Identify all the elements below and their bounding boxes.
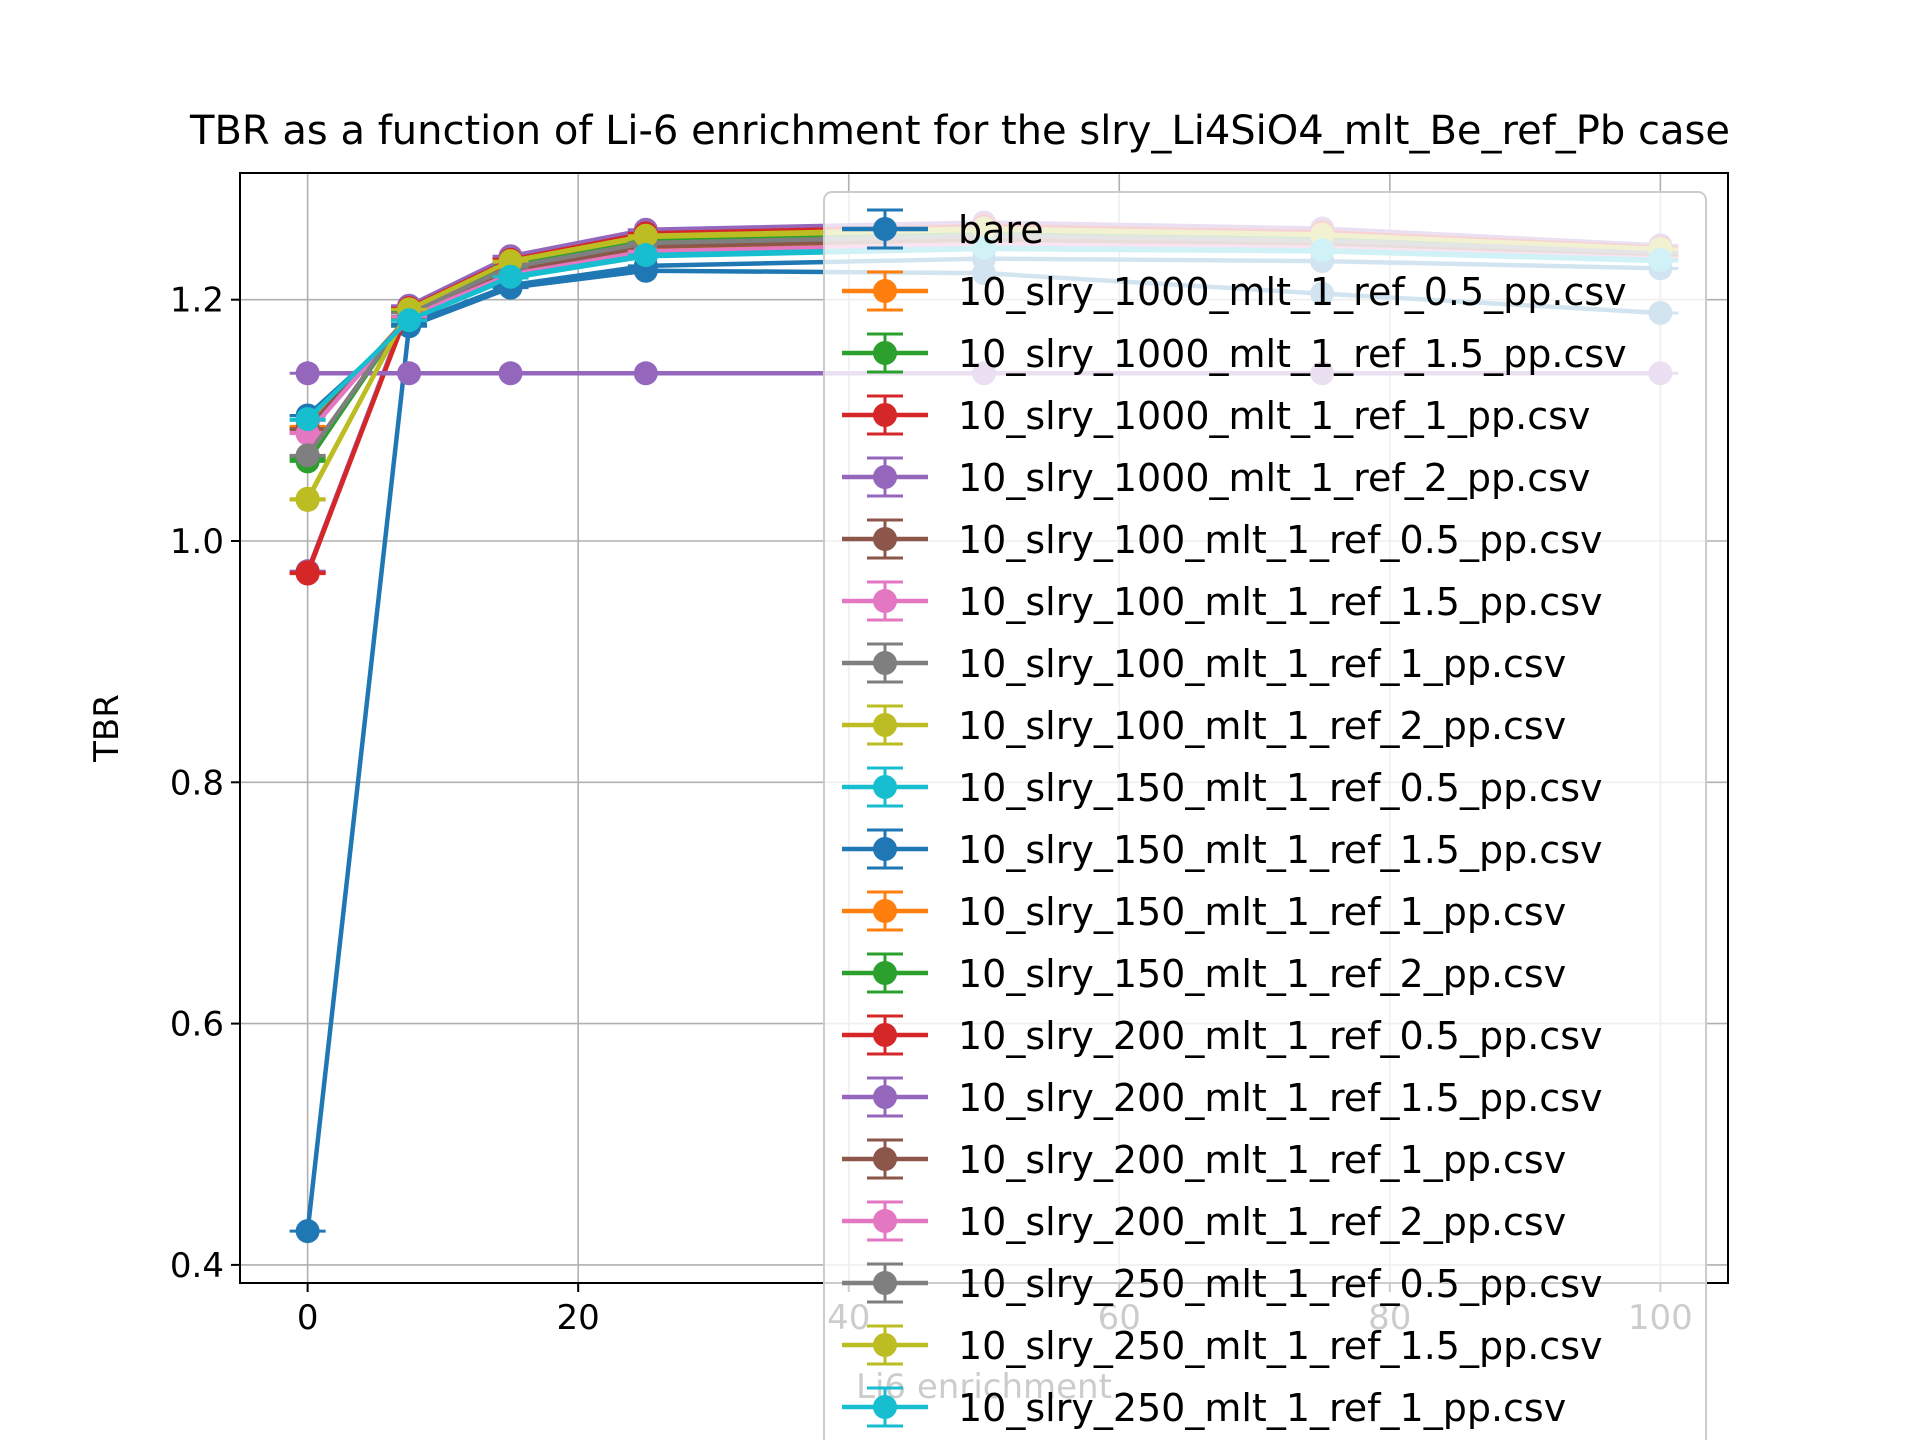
legend-label: 10_slry_1000_mlt_1_ref_1.5_pp.csv [958,332,1627,376]
legend-marker [873,589,897,613]
legend-marker [873,837,897,861]
legend: bare 10_slry_1000_mlt_1_ref_0.5_pp.csv 10_… [823,191,1707,1440]
legend-item: 10_slry_200_mlt_1_ref_0.5_pp.csv [842,1014,1602,1058]
legend-marker [873,1333,897,1357]
legend-item: 10_slry_1000_mlt_1_ref_1_pp.csv [842,394,1590,438]
legend-label: 10_slry_150_mlt_1_ref_1.5_pp.csv [958,828,1602,872]
legend-marker [873,465,897,489]
data-point [295,560,320,585]
legend-label: 10_slry_1000_mlt_1_ref_0.5_pp.csv [958,270,1627,314]
data-point [633,243,658,268]
legend-item: 10_slry_1000_mlt_1_ref_2_pp.csv [842,456,1590,500]
data-point [295,361,320,386]
legend-label: 10_slry_1000_mlt_1_ref_1_pp.csv [958,394,1590,438]
legend-label: 10_slry_250_mlt_1_ref_1.5_pp.csv [958,1324,1602,1368]
y-axis-label: TBR [87,694,127,763]
x-tick-label: 0 [297,1298,319,1338]
legend-marker [873,527,897,551]
legend-marker [873,713,897,737]
legend-item: 10_slry_100_mlt_1_ref_1.5_pp.csv [842,580,1602,624]
legend-label: 10_slry_250_mlt_1_ref_0.5_pp.csv [958,1262,1602,1306]
legend-item: 10_slry_1000_mlt_1_ref_0.5_pp.csv [842,270,1627,314]
legend-marker [873,1209,897,1233]
y-tick-label: 0.4 [170,1246,224,1286]
legend-label: 10_slry_200_mlt_1_ref_1_pp.csv [958,1138,1566,1182]
legend-marker [873,1085,897,1109]
legend-marker [873,1023,897,1047]
data-point [633,361,658,386]
legend-item: 10_slry_100_mlt_1_ref_2_pp.csv [842,704,1566,748]
legend-marker [873,651,897,675]
y-tick-label: 0.8 [170,763,224,803]
y-axis-ticks: 0.4 0.6 0.8 1.0 1.2 [170,281,240,1286]
legend-label: 10_slry_1000_mlt_1_ref_2_pp.csv [958,456,1590,500]
data-point [295,1219,320,1244]
legend-item: 10_slry_150_mlt_1_ref_1_pp.csv [842,890,1566,934]
data-point [295,443,320,468]
legend-item: 10_slry_150_mlt_1_ref_2_pp.csv [842,952,1566,996]
legend-item: 10_slry_200_mlt_1_ref_1.5_pp.csv [842,1076,1602,1120]
data-point [397,361,422,386]
data-point [633,223,658,248]
legend-label: 10_slry_200_mlt_1_ref_1.5_pp.csv [958,1076,1602,1120]
legend-marker [873,341,897,365]
x-tick-label: 20 [557,1298,600,1338]
legend-marker [873,403,897,427]
legend-item: 10_slry_1000_mlt_1_ref_1.5_pp.csv [842,332,1627,376]
legend-label: 10_slry_150_mlt_1_ref_2_pp.csv [958,952,1566,996]
legend-box [823,191,1707,1440]
legend-item: bare [842,208,1044,252]
data-point [295,486,320,511]
y-tick-label: 0.6 [170,1005,224,1045]
data-point [295,407,320,432]
legend-item: 10_slry_150_mlt_1_ref_1.5_pp.csv [842,828,1602,872]
legend-label: 10_slry_250_mlt_1_ref_1_pp.csv [958,1386,1566,1430]
legend-label: 10_slry_200_mlt_1_ref_2_pp.csv [958,1200,1566,1244]
legend-label: 10_slry_100_mlt_1_ref_1_pp.csv [958,642,1566,686]
y-tick-label: 1.0 [170,522,224,562]
legend-item: 10_slry_250_mlt_1_ref_1.5_pp.csv [842,1324,1602,1368]
data-point [498,361,523,386]
legend-marker [873,1271,897,1295]
legend-label: 10_slry_100_mlt_1_ref_1.5_pp.csv [958,580,1602,624]
legend-label: bare [958,208,1044,252]
legend-label: 10_slry_150_mlt_1_ref_0.5_pp.csv [958,766,1602,810]
legend-marker [873,1147,897,1171]
legend-label: 10_slry_200_mlt_1_ref_0.5_pp.csv [958,1014,1602,1058]
legend-item: 10_slry_250_mlt_1_ref_0.5_pp.csv [842,1262,1602,1306]
legend-marker [873,1395,897,1419]
legend-item: 10_slry_200_mlt_1_ref_2_pp.csv [842,1200,1566,1244]
y-tick-label: 1.2 [170,281,224,321]
data-point [397,308,422,333]
legend-item: 10_slry_100_mlt_1_ref_0.5_pp.csv [842,518,1602,562]
legend-marker [873,899,897,923]
legend-label: 10_slry_150_mlt_1_ref_1_pp.csv [958,890,1566,934]
legend-item: 10_slry_250_mlt_1_ref_1_pp.csv [842,1386,1566,1430]
legend-label: 10_slry_100_mlt_1_ref_0.5_pp.csv [958,518,1602,562]
legend-marker [873,775,897,799]
data-point [498,264,523,289]
legend-item: 10_slry_100_mlt_1_ref_1_pp.csv [842,642,1566,686]
legend-item: 10_slry_200_mlt_1_ref_1_pp.csv [842,1138,1566,1182]
legend-marker [873,279,897,303]
legend-item: 10_slry_150_mlt_1_ref_0.5_pp.csv [842,766,1602,810]
chart-title: TBR as a function of Li-6 enrichment for… [189,108,1730,154]
legend-marker [873,217,897,241]
legend-marker [873,961,897,985]
legend-label: 10_slry_100_mlt_1_ref_2_pp.csv [958,704,1566,748]
